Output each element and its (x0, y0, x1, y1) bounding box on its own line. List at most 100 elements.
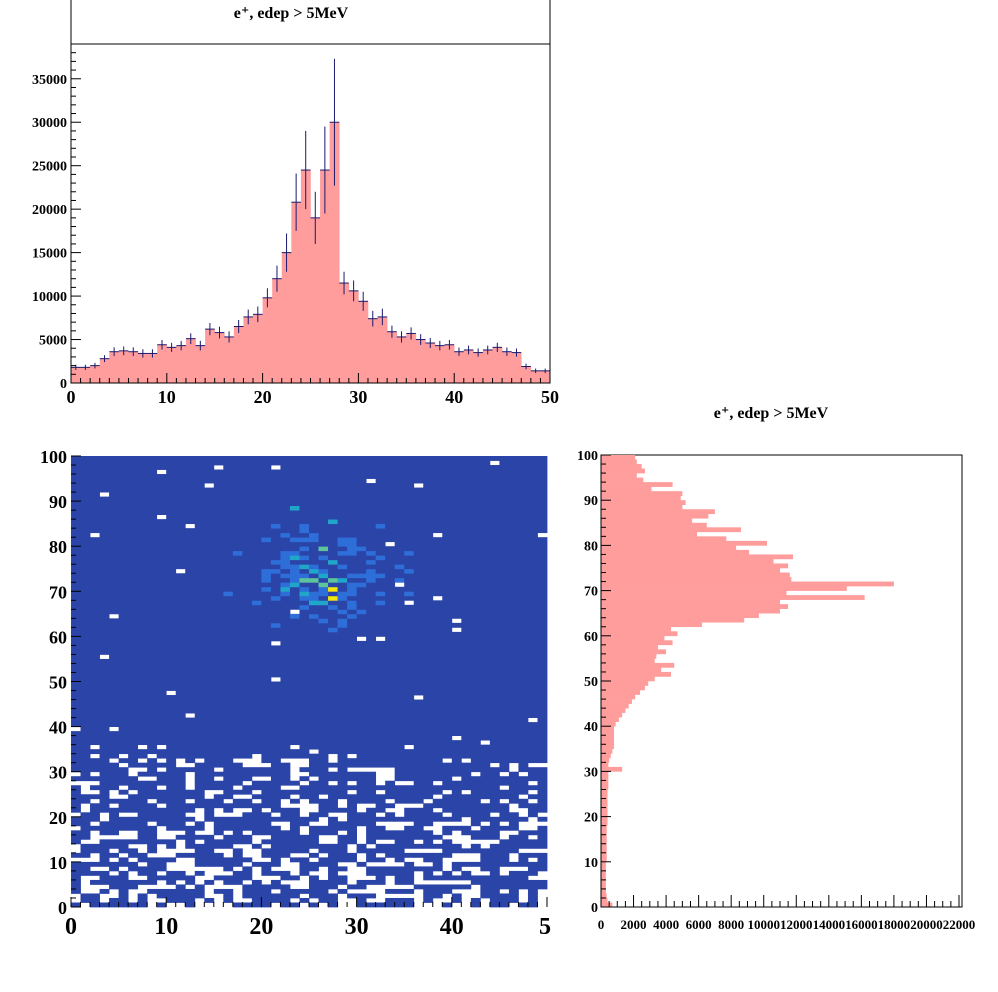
heatmap-cell (175, 613, 186, 619)
heatmap-cell (213, 645, 224, 651)
heatmap-cell (366, 456, 377, 461)
heatmap-cell (223, 785, 234, 791)
heatmap-cell (242, 681, 253, 687)
heatmap-cell (137, 550, 148, 556)
heatmap-cell (251, 573, 262, 579)
heatmap-cell (537, 767, 548, 773)
heatmap-cell (299, 686, 310, 691)
heatmap-cell (413, 496, 424, 502)
heatmap-cell (80, 762, 91, 768)
heatmap-cell (385, 523, 396, 529)
heatmap-cell (90, 627, 100, 633)
heatmap-cell (442, 667, 453, 673)
heatmap-cell (109, 875, 119, 881)
heatmap-cell (442, 559, 453, 565)
heatmap-cell (356, 604, 367, 610)
heatmap-cell (356, 537, 367, 543)
heatmap-cell (318, 861, 329, 867)
heatmap-cell (385, 510, 396, 516)
heatmap-cell (451, 465, 462, 470)
heatmap-cell (109, 839, 119, 845)
histogram-bar (425, 343, 436, 383)
heatmap-cell (204, 555, 215, 561)
heatmap-cell (270, 834, 281, 840)
heatmap-cell (175, 812, 186, 818)
heatmap-cell (137, 582, 148, 588)
heatmap-cell (270, 483, 281, 488)
heatmap-cell (232, 631, 243, 637)
heatmap-cell (137, 469, 148, 475)
heatmap-cell (289, 483, 300, 488)
heatmap-cell (375, 613, 386, 619)
heatmap-cell (508, 505, 519, 511)
heatmap-cell (442, 568, 453, 574)
heatmap-cell (413, 604, 424, 610)
heatmap-cell (432, 667, 443, 673)
heatmap-cell (137, 690, 148, 696)
heatmap-cell (423, 870, 434, 876)
heatmap-cell (423, 713, 434, 718)
heatmap-cell (118, 478, 129, 484)
heatmap-cell (156, 591, 167, 597)
heatmap-cell (280, 555, 291, 561)
heatmap-cell (413, 631, 424, 637)
heatmap-cell (537, 825, 548, 831)
heatmap-cell (299, 888, 310, 894)
heatmap-cell (242, 519, 253, 525)
heatmap-cell (499, 658, 510, 664)
heatmap-cell (118, 636, 129, 642)
heatmap-cell (109, 505, 119, 511)
heatmap-cell (518, 726, 529, 732)
heatmap-cell (337, 695, 348, 700)
heatmap-cell (489, 857, 500, 863)
heatmap-cell (347, 474, 357, 479)
heatmap-cell (166, 717, 177, 723)
heatmap-cell (451, 474, 462, 479)
heatmap-cell (185, 726, 196, 732)
heatmap-cell (270, 663, 281, 669)
heatmap-cell (213, 803, 224, 809)
heatmap-cell (166, 501, 177, 507)
heatmap-cell (537, 523, 548, 529)
heatmap-cell (280, 532, 291, 538)
heatmap-cell (480, 803, 491, 809)
heatmap-cell (147, 807, 158, 813)
heatmap-cell (385, 749, 396, 755)
heatmap-cell (518, 708, 529, 714)
heatmap-cell (451, 663, 462, 669)
heatmap-cell (242, 627, 253, 633)
heatmap-cell (309, 699, 319, 705)
heatmap-cell (156, 658, 167, 664)
heatmap-cell (109, 830, 119, 836)
heatmap-cell (147, 667, 158, 673)
heatmap-cell (318, 604, 329, 610)
heatmap-cell (375, 591, 386, 597)
heatmap-cell (71, 740, 81, 746)
heatmap-cell (118, 555, 129, 561)
heatmap-cell (356, 785, 367, 791)
heatmap-cell (118, 622, 129, 628)
heatmap-cell (385, 627, 396, 633)
heatmap-cell (118, 613, 129, 619)
heatmap-cell (99, 573, 110, 579)
heatmap-cell (137, 821, 148, 827)
heatmap-cell (118, 704, 129, 709)
heatmap-cell (232, 816, 243, 822)
heatmap-cell (175, 555, 186, 561)
heatmap-cell (309, 888, 319, 894)
heatmap-cell (347, 622, 357, 628)
heatmap-cell (518, 550, 529, 556)
heatmap-cell (251, 510, 262, 516)
heatmap-cell (71, 861, 81, 867)
heatmap-cell (423, 573, 434, 579)
heatmap-cell (223, 622, 234, 628)
heatmap-cell (299, 510, 310, 516)
heatmap-cell (166, 663, 177, 669)
heatmap-cell (270, 618, 281, 624)
histogram-bar (281, 252, 292, 383)
heatmap-cell (499, 731, 510, 737)
heatmap-cell (90, 690, 100, 696)
heatmap-cell (137, 519, 148, 525)
heatmap-cell (90, 654, 100, 660)
heatmap-cell (289, 555, 300, 561)
